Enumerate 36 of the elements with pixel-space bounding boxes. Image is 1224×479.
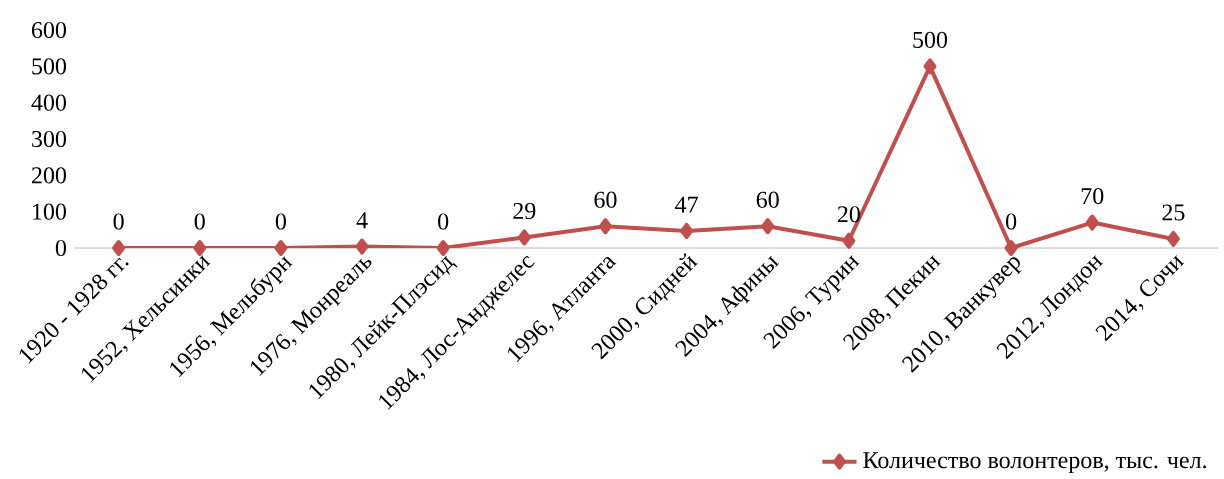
point <box>598 218 612 235</box>
point <box>112 240 126 256</box>
data-label: 60 <box>756 191 779 208</box>
y-tick-label: 600 <box>31 21 67 39</box>
point <box>193 240 207 256</box>
point <box>680 222 694 239</box>
point <box>1166 230 1180 247</box>
point <box>355 238 369 255</box>
point <box>436 240 450 256</box>
data-label: 0 <box>113 213 124 230</box>
data-label: 29 <box>513 202 536 220</box>
y-tick-label: 500 <box>32 58 67 75</box>
point <box>274 240 288 256</box>
data-label: 60 <box>594 191 617 208</box>
data-label: 0 <box>194 213 205 230</box>
y-tick-label: 300 <box>32 130 67 148</box>
data-label: 70 <box>1081 187 1104 205</box>
point <box>517 229 531 246</box>
data-label: 25 <box>1162 204 1185 221</box>
y-tick-label: 100 <box>33 203 67 220</box>
legend-label: Количество волонтеров, тыс. чел. <box>863 452 1207 474</box>
data-label: 0 <box>1006 213 1017 230</box>
point <box>761 218 775 235</box>
y-tick-label: 0 <box>55 239 67 257</box>
point <box>923 58 937 75</box>
data-label: 20 <box>837 206 860 223</box>
data-label: 500 <box>913 31 948 48</box>
y-tick-label: 400 <box>31 94 67 111</box>
data-label: 4 <box>356 212 368 229</box>
point <box>1085 214 1099 231</box>
y-tick-label: 200 <box>32 167 67 184</box>
data-label: 47 <box>675 196 698 213</box>
point <box>842 232 856 249</box>
data-label: 0 <box>438 213 449 230</box>
point <box>1004 240 1018 256</box>
data-label: 0 <box>275 213 286 230</box>
